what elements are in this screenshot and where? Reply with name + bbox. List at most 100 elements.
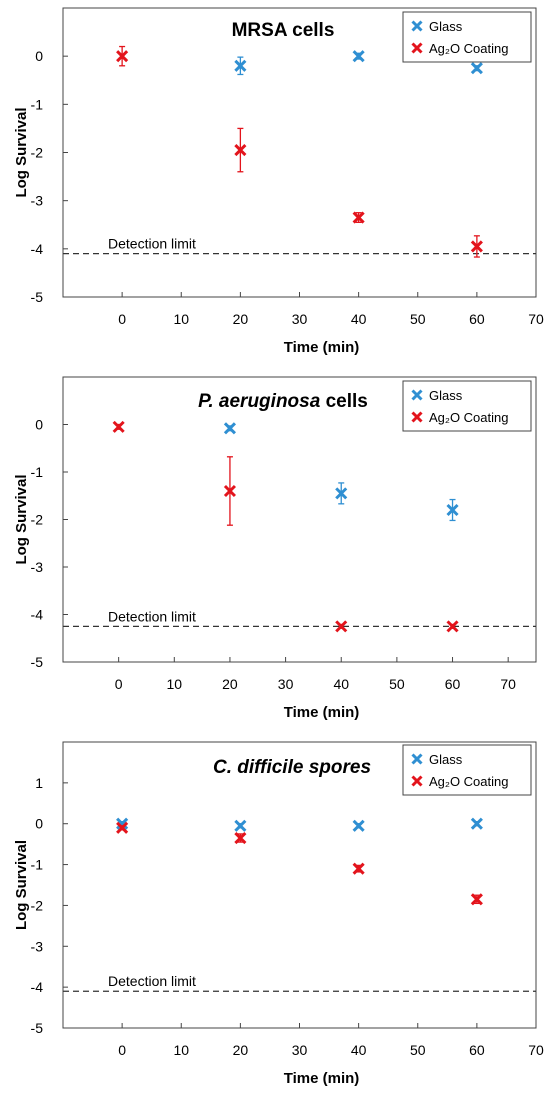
legend-label: Ag₂O Coating xyxy=(429,410,508,425)
y-tick-label: -4 xyxy=(31,607,44,623)
data-point-marker xyxy=(335,620,348,633)
legend-box xyxy=(402,380,532,432)
x-tick-label: 10 xyxy=(167,676,183,692)
y-tick-label: 0 xyxy=(35,48,43,64)
x-axis-title: Time (min) xyxy=(284,704,360,721)
y-tick-label: -4 xyxy=(31,241,44,257)
data-point-marker xyxy=(352,211,365,224)
data-point-marker xyxy=(470,893,483,906)
y-tick-label: -5 xyxy=(31,1020,44,1036)
chart-title-rest: cells xyxy=(320,391,368,412)
y-tick-label: 0 xyxy=(35,816,43,832)
chart-1: -5 -4 -3 -2 -1 0 0 10 20 30 40 50 60 70 Time (min) Log … xyxy=(13,7,544,356)
y-tick-label: -5 xyxy=(31,289,44,305)
legend-marker xyxy=(411,389,423,401)
legend: Glass Ag₂O Coating xyxy=(402,744,532,796)
series-ag2o-coating xyxy=(116,45,483,258)
x-tick-label: 50 xyxy=(410,1042,426,1058)
legend: Glass Ag₂O Coating xyxy=(402,11,532,63)
data-point-marker xyxy=(112,420,125,433)
detection-limit-label: Detection limit xyxy=(108,608,196,624)
x-tick-label: 70 xyxy=(500,676,516,692)
x-tick-label: 0 xyxy=(118,1042,126,1058)
y-axis-title: Log Survival xyxy=(13,107,30,197)
y-tick-label: -4 xyxy=(31,979,44,995)
legend-marker xyxy=(411,411,423,423)
chart-title-italic: C. difficile spores xyxy=(213,757,371,778)
x-tick-label: 20 xyxy=(222,676,238,692)
data-point-marker xyxy=(352,862,365,875)
data-point-marker xyxy=(335,487,348,500)
chart-title: MRSA cells xyxy=(232,20,335,41)
x-tick-label: 10 xyxy=(173,1042,189,1058)
legend-label: Glass xyxy=(429,752,463,767)
chart-2: -5 -4 -3 -2 -1 0 0 10 20 30 40 50 60 70 Time (min) Log … xyxy=(13,376,537,721)
data-point-marker xyxy=(446,620,459,633)
legend-box xyxy=(402,744,532,796)
legend-marker xyxy=(411,775,423,787)
x-tick-label: 40 xyxy=(351,311,367,327)
x-tick-label: 20 xyxy=(233,1042,249,1058)
data-point-marker xyxy=(116,817,129,830)
data-point-marker xyxy=(234,59,247,72)
chart-title: C. difficile spores xyxy=(213,757,371,778)
y-tick-label: 1 xyxy=(35,775,43,791)
legend-marker xyxy=(411,20,423,32)
data-point-marker xyxy=(352,50,365,63)
data-point-marker xyxy=(223,422,237,435)
legend-label: Ag₂O Coating xyxy=(429,774,508,789)
y-tick-label: -1 xyxy=(31,96,44,112)
y-tick-label: -1 xyxy=(31,464,44,480)
y-tick-label: -3 xyxy=(31,559,44,575)
y-tick-label: -2 xyxy=(31,897,44,913)
x-axis-title: Time (min) xyxy=(284,339,360,356)
y-tick-label: -2 xyxy=(31,512,44,528)
data-point-marker xyxy=(470,62,483,75)
series-glass xyxy=(234,50,483,76)
series-glass xyxy=(223,422,459,522)
data-point-marker xyxy=(470,817,483,830)
x-axis-title: Time (min) xyxy=(284,1070,360,1087)
data-point-marker xyxy=(116,821,129,834)
x-tick-label: 60 xyxy=(469,311,485,327)
x-tick-label: 70 xyxy=(528,311,544,327)
data-point-marker xyxy=(234,144,247,157)
legend-marker xyxy=(411,42,423,54)
x-tick-label: 30 xyxy=(292,311,308,327)
x-tick-label: 50 xyxy=(410,311,426,327)
data-point-marker xyxy=(352,819,365,832)
legend-box xyxy=(402,11,532,63)
legend-label: Glass xyxy=(429,388,463,403)
x-tick-label: 50 xyxy=(389,676,405,692)
detection-limit-label: Detection limit xyxy=(108,236,196,252)
y-axis-title: Log Survival xyxy=(13,840,30,930)
detection-limit-label: Detection limit xyxy=(108,973,196,989)
data-point-marker xyxy=(234,819,247,832)
y-tick-label: -1 xyxy=(31,857,44,873)
data-point-marker xyxy=(116,50,129,63)
legend: Glass Ag₂O Coating xyxy=(402,380,532,432)
chart-title-italic: P. aeruginosa xyxy=(198,391,321,412)
data-point-marker xyxy=(234,831,247,845)
series-ag2o-coating xyxy=(112,420,459,633)
data-point-marker xyxy=(446,503,459,517)
x-tick-label: 60 xyxy=(445,676,461,692)
y-axis-title: Log Survival xyxy=(13,474,30,564)
y-tick-label: -5 xyxy=(31,654,44,670)
y-tick-label: -3 xyxy=(31,938,44,954)
chart-title: P. aeruginosa cells xyxy=(198,391,368,412)
x-tick-label: 60 xyxy=(469,1042,485,1058)
series-ag2o-coating xyxy=(116,821,483,906)
legend-label: Glass xyxy=(429,19,463,34)
x-tick-label: 30 xyxy=(278,676,294,692)
y-tick-label: 0 xyxy=(35,417,43,433)
x-tick-label: 30 xyxy=(292,1042,308,1058)
x-tick-label: 0 xyxy=(115,676,123,692)
x-tick-label: 20 xyxy=(233,311,249,327)
data-point-marker xyxy=(223,484,237,498)
x-tick-label: 40 xyxy=(333,676,349,692)
legend-marker xyxy=(411,753,423,765)
x-tick-label: 40 xyxy=(351,1042,367,1058)
